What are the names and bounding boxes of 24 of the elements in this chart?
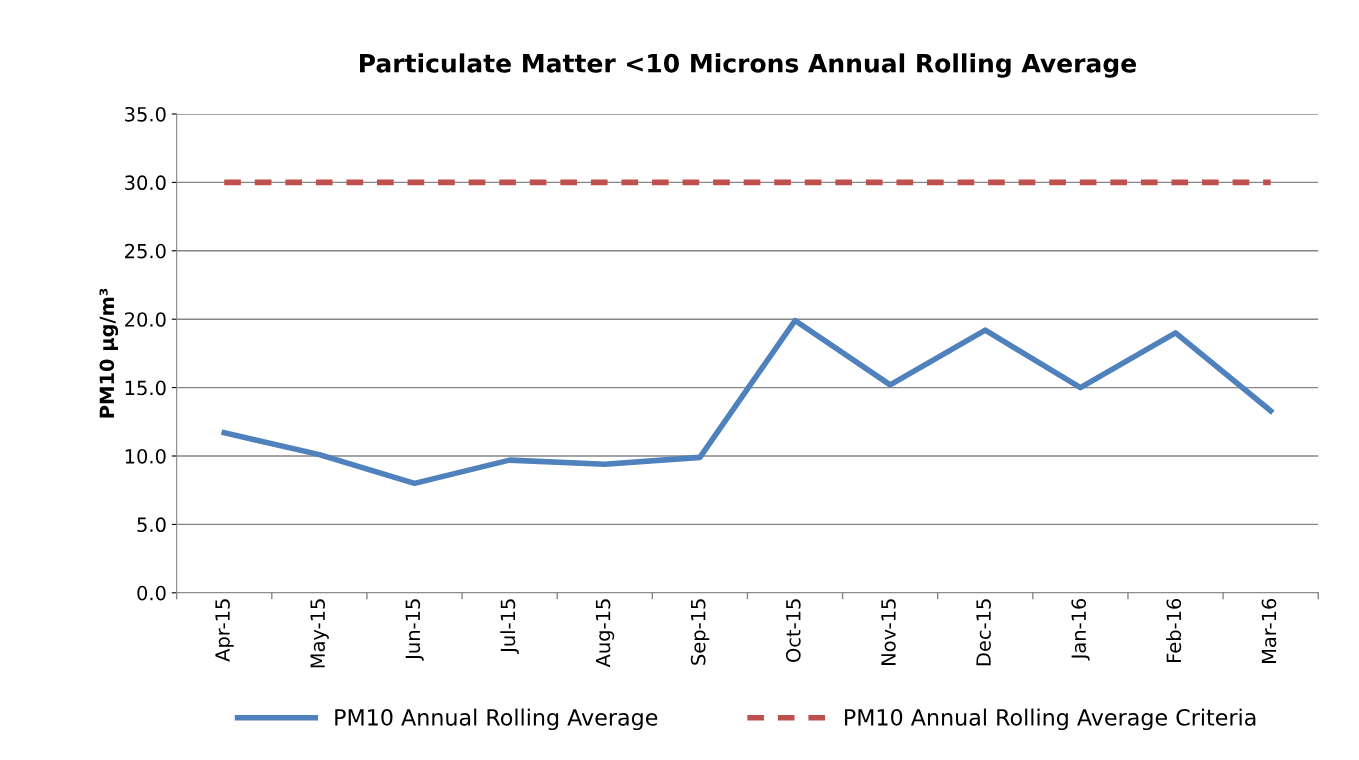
x-tick-label: Jul-15: [500, 599, 519, 654]
y-tick-label: 5.0: [137, 517, 166, 533]
x-tick-label: Jan-16: [1071, 598, 1090, 661]
x-tick-label: May-15: [310, 599, 329, 668]
y-tick-label: 25.0: [125, 243, 166, 259]
x-tick-label: Apr-15: [215, 599, 234, 662]
chart-title: Particulate Matter <10 Microns Annual Rolling Average: [360, 53, 1136, 78]
x-tick-label: Oct-15: [785, 599, 801, 662]
y-tick-label: 35.0: [125, 106, 166, 122]
x-tick-label: Jun-15: [405, 599, 424, 661]
y-tick-label: 30.0: [125, 175, 166, 191]
x-tick-label: Nov-15: [881, 599, 896, 665]
y-axis-title: PM10 µg/m³: [99, 288, 119, 418]
x-tick-label: Feb-16: [1166, 598, 1182, 662]
x-tick-label: Aug-15: [595, 599, 615, 668]
y-tick-label: 20.0: [125, 312, 166, 327]
y-tick-label: 10.0: [125, 448, 166, 464]
legend-label: PM10 Annual Rolling Average Criteria: [845, 708, 1256, 731]
x-tick-label: Dec-15: [976, 599, 991, 666]
x-tick-label: Mar-16: [1261, 598, 1277, 663]
x-tick-label: Sep-15: [690, 599, 710, 665]
legend-label: PM10 Annual Rolling Average: [335, 708, 658, 731]
y-tick-label: 0.0: [137, 585, 166, 601]
y-tick-label: 15.0: [125, 380, 166, 396]
